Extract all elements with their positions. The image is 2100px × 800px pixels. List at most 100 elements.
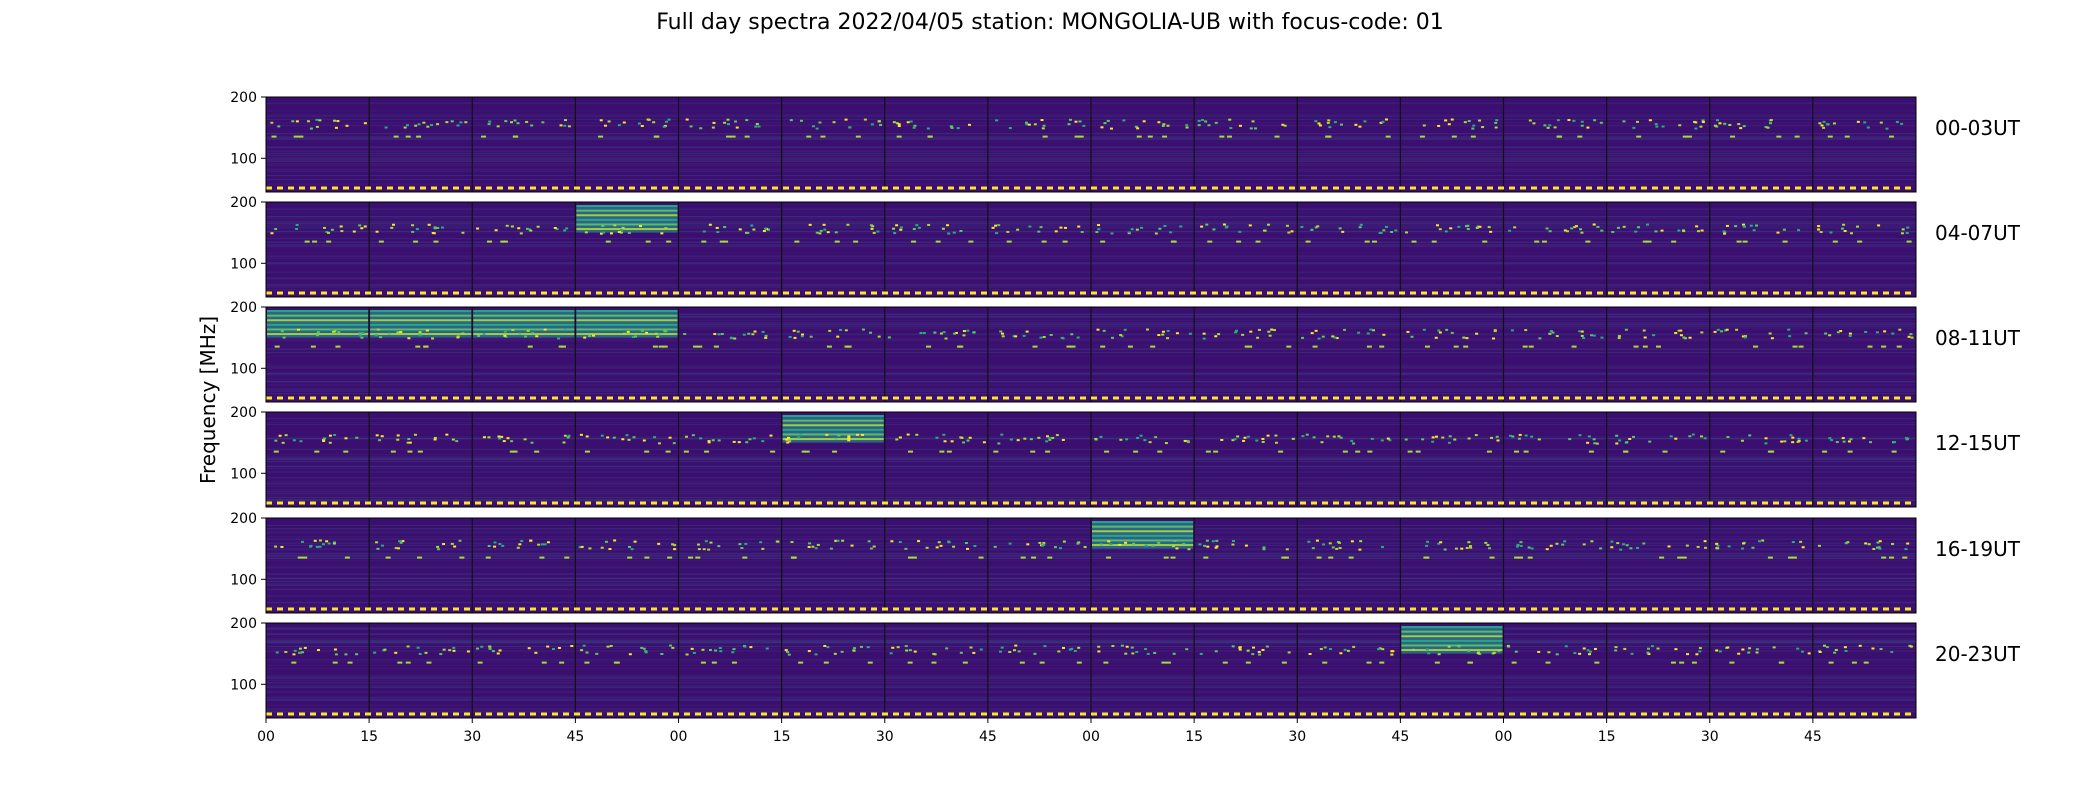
signal-speck xyxy=(1381,648,1385,651)
signal-speck xyxy=(1700,229,1704,232)
signal-speck xyxy=(1698,650,1702,653)
signal-speck xyxy=(834,240,840,243)
signal-speck xyxy=(1797,229,1801,232)
signal-speck xyxy=(735,126,739,129)
signal-speck xyxy=(1438,228,1442,231)
signal-speck xyxy=(1740,439,1744,442)
signal-speck xyxy=(1492,337,1496,340)
signal-speck xyxy=(1748,647,1752,650)
signal-speck xyxy=(588,335,592,338)
signal-speck xyxy=(1841,437,1845,440)
signal-speck xyxy=(702,230,706,233)
signal-speck xyxy=(1467,649,1471,652)
signal-speck xyxy=(363,122,367,125)
signal-speck xyxy=(1103,122,1107,125)
signal-speck xyxy=(595,652,599,655)
signal-speck xyxy=(748,438,752,441)
burst-line xyxy=(473,323,575,326)
signal-speck xyxy=(1122,119,1126,122)
signal-speck xyxy=(1467,120,1471,123)
signal-speck xyxy=(423,345,429,348)
signal-speck xyxy=(274,228,278,231)
row-label: 20-23UT xyxy=(1935,642,2021,666)
signal-speck xyxy=(942,331,946,334)
signal-speck xyxy=(298,647,302,650)
signal-speck xyxy=(697,345,703,348)
signal-speck xyxy=(1100,126,1104,129)
signal-speck xyxy=(1203,544,1207,547)
signal-speck xyxy=(1450,118,1454,121)
signal-speck xyxy=(1632,126,1636,129)
signal-speck xyxy=(1871,647,1875,650)
signal-speck xyxy=(1352,645,1356,648)
signal-speck xyxy=(405,135,411,138)
signal-speck xyxy=(1346,649,1350,652)
signal-speck xyxy=(1622,225,1626,228)
signal-speck xyxy=(541,661,547,664)
signal-speck xyxy=(1370,437,1374,440)
signal-speck xyxy=(759,541,763,544)
signal-speck xyxy=(1682,135,1688,138)
signal-speck xyxy=(1615,442,1619,445)
signal-speck xyxy=(358,332,362,335)
signal-speck xyxy=(993,545,997,548)
signal-speck xyxy=(1118,543,1122,546)
signal-speck xyxy=(1314,120,1318,123)
signal-speck xyxy=(1070,333,1074,336)
signal-speck xyxy=(1197,124,1201,127)
signal-speck xyxy=(1677,556,1683,559)
signal-speck xyxy=(411,224,415,227)
signal-speck xyxy=(1901,228,1905,231)
signal-speck xyxy=(1623,450,1629,453)
signal-speck xyxy=(282,336,286,339)
signal-speck xyxy=(1589,650,1593,653)
signal-speck xyxy=(672,442,676,445)
signal-speck xyxy=(808,223,812,226)
signal-speck xyxy=(1453,345,1459,348)
x-tick-label: 45 xyxy=(1804,729,1822,745)
signal-speck xyxy=(274,345,280,348)
y-tick-label: 200 xyxy=(230,616,257,632)
signal-speck xyxy=(599,119,603,122)
signal-speck xyxy=(922,332,926,335)
signal-speck xyxy=(750,224,754,227)
signal-speck xyxy=(1843,230,1847,233)
signal-speck xyxy=(1671,240,1677,243)
signal-speck xyxy=(436,123,440,126)
signal-speck xyxy=(553,226,557,229)
signal-speck xyxy=(1730,135,1736,138)
signal-speck xyxy=(518,543,522,546)
signal-speck xyxy=(332,541,336,544)
signal-speck xyxy=(1857,240,1863,243)
signal-speck xyxy=(1817,544,1821,547)
signal-speck xyxy=(275,651,279,654)
signal-speck xyxy=(935,546,939,549)
signal-speck xyxy=(1154,436,1158,439)
signal-speck xyxy=(664,227,668,230)
signal-speck xyxy=(1797,437,1801,440)
signal-speck xyxy=(376,547,380,550)
signal-speck xyxy=(318,119,322,122)
signal-speck xyxy=(999,650,1003,653)
burst-line xyxy=(473,328,575,331)
signal-speck xyxy=(1097,228,1101,231)
signal-speck xyxy=(656,335,660,338)
signal-speck xyxy=(1515,545,1519,548)
signal-speck xyxy=(804,450,810,453)
signal-speck xyxy=(523,438,527,441)
signal-speck xyxy=(424,651,428,654)
row-frame xyxy=(265,517,1917,614)
signal-speck xyxy=(536,225,540,228)
signal-speck xyxy=(1725,224,1729,227)
signal-speck xyxy=(504,120,508,123)
signal-speck xyxy=(719,240,725,243)
signal-speck xyxy=(1517,437,1521,440)
signal-speck xyxy=(844,345,850,348)
signal-speck xyxy=(1742,223,1746,226)
signal-speck xyxy=(450,542,454,545)
signal-speck xyxy=(1320,441,1324,444)
signal-speck xyxy=(1729,661,1735,664)
signal-speck xyxy=(564,556,570,559)
signal-speck xyxy=(962,441,966,444)
signal-speck xyxy=(335,345,341,348)
